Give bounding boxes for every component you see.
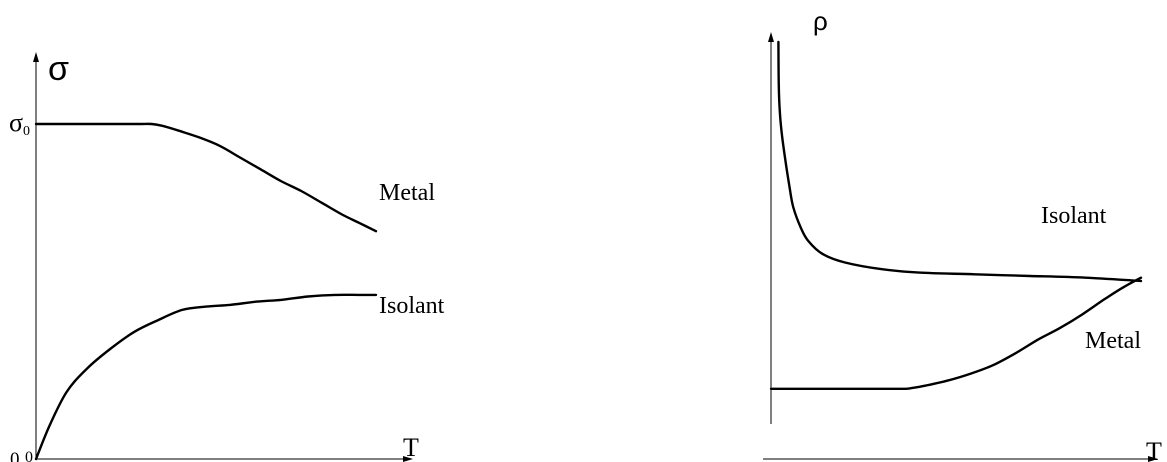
sigma-isolant-line — [36, 295, 376, 459]
sigma-tick-subscript: 0 — [23, 124, 30, 139]
sigma-x-label: T — [403, 433, 419, 462]
sigma-tick-base: σ — [9, 108, 23, 137]
rho-chart: ρ T Isolant Metal — [763, 6, 1162, 462]
rho-isolant-label: Isolant — [1041, 203, 1107, 229]
sigma-metal-line — [36, 124, 376, 231]
sigma-tick-label-sigma0: σ0 — [9, 108, 30, 139]
sigma-chart: σ T 0 σ0 0 Metal Isolant — [9, 50, 445, 462]
rho-y-label: ρ — [813, 6, 828, 36]
rho-x-label: T — [1146, 437, 1162, 462]
sigma-y-label: σ — [48, 50, 69, 88]
rho-y-arrow — [768, 32, 774, 42]
sigma-origin-label: 0 — [25, 449, 33, 462]
sigma-y-arrow — [33, 52, 39, 62]
rho-isolant-line — [778, 42, 1141, 281]
sigma-tick-label-zero: 0 — [10, 449, 20, 462]
sigma-isolant-label: Isolant — [379, 293, 445, 319]
sigma-metal-label: Metal — [379, 180, 435, 206]
rho-metal-label: Metal — [1085, 328, 1141, 354]
